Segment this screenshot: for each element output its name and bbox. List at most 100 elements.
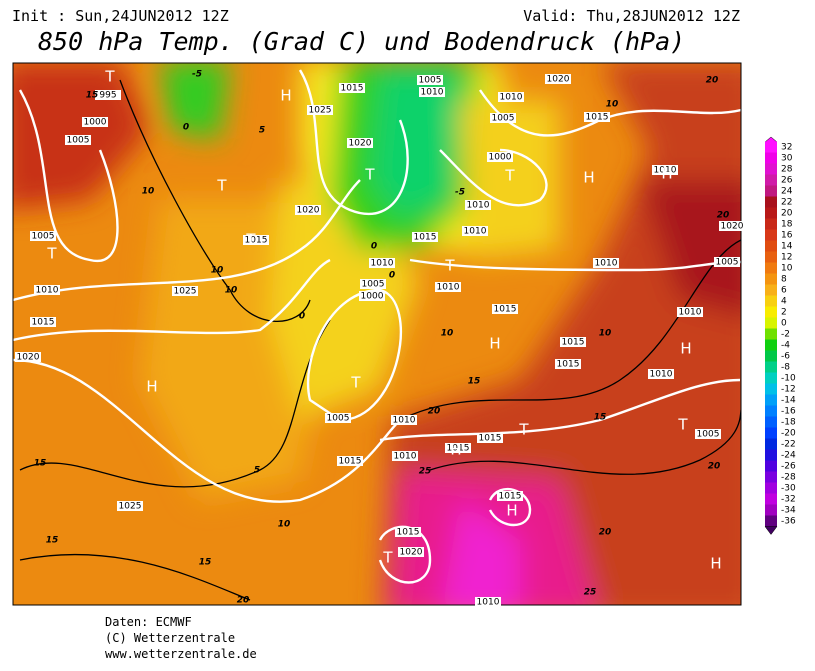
pressure-center: T [382,549,393,567]
footer-line: (C) Wetterzentrale [105,631,235,645]
legend-swatch [765,152,777,164]
legend-swatch [765,350,777,362]
label-box [360,279,386,289]
isotherm-label: 0 [389,271,395,281]
legend-label: 4 [781,297,787,307]
pressure-center: H [583,169,594,187]
label-box [347,138,373,148]
pressure-center: T [104,68,115,86]
label-box [391,415,417,425]
label-box [172,286,198,296]
isobar-label: 1005 [716,258,739,268]
legend-swatch [765,372,777,384]
legend-label: -32 [781,495,796,505]
legend-label: 6 [781,286,787,296]
isobar-label: 1015 [245,236,268,246]
label-box [555,359,581,369]
isobar-label: 1010 [595,259,618,269]
legend-label: 20 [781,209,793,219]
footer-line: Daten: ECMWF [105,615,192,629]
pressure-center: H [489,335,500,353]
legend-swatch [765,471,777,483]
isobar-label: 1010 [394,452,417,462]
isobar-label: 1000 [361,292,384,302]
label-box [337,456,363,466]
legend-swatch [765,493,777,505]
pressure-center: H [450,441,461,459]
isotherm-label: 10 [599,329,612,339]
legend-swatch [765,306,777,318]
pressure-center: T [245,231,256,249]
isobar-label: 1010 [500,93,523,103]
label-box [82,117,108,127]
legend-label: -6 [781,352,790,362]
pressure-center: H [680,340,691,358]
legend-swatch [765,295,777,307]
isobar-label: 1015 [397,528,420,538]
map-frame [12,62,742,606]
isobar-label: 1020 [297,206,320,216]
legend-label: 10 [781,264,793,274]
legend-label: -34 [781,506,796,516]
label-box [417,75,443,85]
legend-label: -36 [781,517,796,527]
isotherm-label: 10 [606,100,619,110]
label-box [487,152,513,162]
legend-swatch [765,251,777,263]
isobar-label: 1010 [654,166,677,176]
label-box [584,112,610,122]
legend-label: 24 [781,187,793,197]
legend-swatch [765,218,777,230]
isotherm-label: 15 [34,459,47,469]
legend-label: -8 [781,363,790,373]
isobar-label: 1005 [697,430,720,440]
isobar-label: 1010 [679,308,702,318]
isobar-label: 1010 [36,286,59,296]
legend-label: 2 [781,308,787,318]
label-box [498,92,524,102]
label-box [412,232,438,242]
legend-swatch [765,361,777,373]
legend-swatch [765,174,777,186]
isobar-label: 1020 [400,548,423,558]
legend-label: -16 [781,407,796,417]
label-box [475,597,501,607]
isobar-label: 1015 [499,492,522,502]
isobar-label: 1015 [447,444,470,454]
isobar-label: 1015 [32,318,55,328]
legend-swatch [765,383,777,395]
isotherm-label: 5 [259,126,265,136]
pressure-center: T [46,245,57,263]
pressure-center: T [677,416,688,434]
pressure-center: T [518,421,529,439]
label-box [325,413,351,423]
legend-swatch [765,339,777,351]
pressure-center: T [216,177,227,195]
isotherm-label: 10 [278,520,291,530]
legend-swatch [765,460,777,472]
pressure-center: H [710,555,721,573]
legend-swatch [765,328,777,340]
label-box [307,105,333,115]
label-box [339,83,365,93]
label-box [477,433,503,443]
legend-swatch [765,141,777,153]
isobar-label: 1025 [174,287,197,297]
legend-swatch [765,427,777,439]
legend-label: -20 [781,429,796,439]
isotherm-label: 10 [211,266,224,276]
isobar-label: 1005 [419,76,442,86]
isobar-label: 1000 [84,118,107,128]
label-box [719,221,745,231]
isobar-label: 1020 [547,75,570,85]
isobar-label: 1010 [393,416,416,426]
isotherm-label: 10 [142,187,155,197]
isotherm-label: 5 [254,466,260,476]
footer-line: www.wetterzentrale.de [105,647,257,661]
label-box [65,135,91,145]
label-box [462,226,488,236]
map-field [13,63,741,605]
isobar-label: 1005 [362,280,385,290]
legend-label: -28 [781,473,796,483]
